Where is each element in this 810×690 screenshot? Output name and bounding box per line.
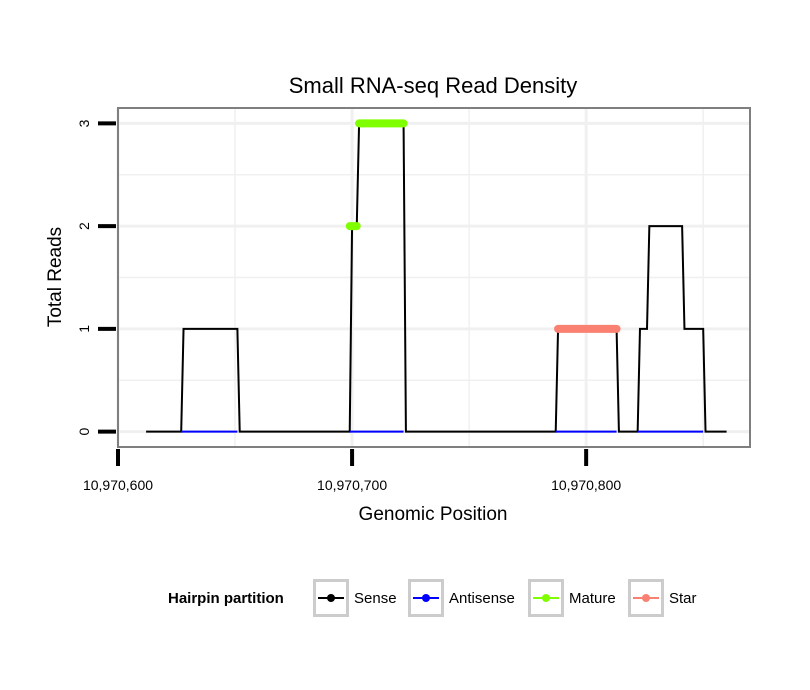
y-tick-label: 0: [76, 427, 92, 435]
x-tick-label: 10,970,600: [83, 477, 153, 493]
legend-marker-sense: [327, 594, 335, 602]
y-axis-label: Total Reads: [45, 227, 66, 327]
chart-title: Small RNA-seq Read Density: [289, 73, 578, 98]
sense-line: [146, 122, 727, 433]
x-tick-label: 10,970,800: [551, 477, 621, 493]
plot-panel-border: [117, 107, 751, 448]
legend-label-antisense: Antisense: [449, 590, 515, 607]
legend-marker-star: [642, 594, 650, 602]
series-layer: [146, 119, 727, 433]
x-tick-label: 10,970,700: [317, 477, 387, 493]
legend-label-mature: Mature: [569, 590, 616, 607]
legend-label-star: Star: [669, 590, 697, 607]
x-axis-label: Genomic Position: [359, 504, 508, 525]
y-tick-label: 3: [76, 119, 92, 127]
legend-title: Hairpin partition: [168, 590, 284, 607]
axes: 0 1 2 3 10,970,600 10,970,700 10,970,800: [76, 119, 621, 493]
legend-marker-mature: [542, 594, 550, 602]
grid: [116, 108, 750, 447]
y-tick-label: 1: [76, 325, 92, 333]
legend-label-sense: Sense: [354, 590, 397, 607]
y-tick-label: 2: [76, 222, 92, 230]
legend: Hairpin partition Sense Antisense Mature St…: [168, 579, 697, 617]
legend-marker-antisense: [422, 594, 430, 602]
